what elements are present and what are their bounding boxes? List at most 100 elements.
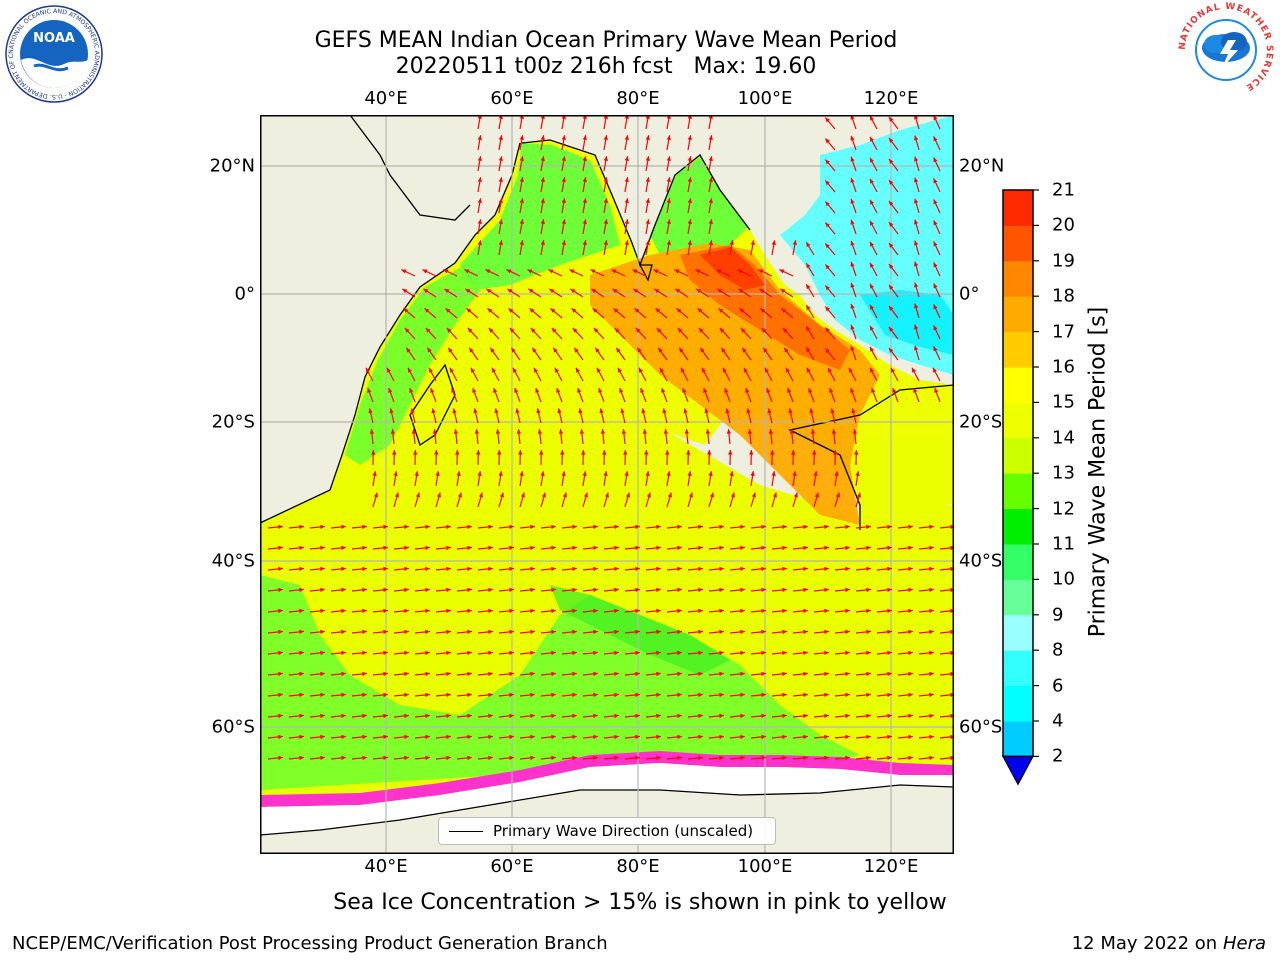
wave-direction-arrow [687,545,703,551]
wave-direction-arrow [834,692,850,698]
wave-direction-arrow [498,492,505,508]
colorbar-segment [1003,260,1033,297]
wave-direction-arrow [414,587,430,593]
wave-direction-arrow [267,755,283,761]
wave-direction-arrow [687,713,703,719]
wave-direction-arrow [911,367,920,382]
wave-direction-arrow [645,524,661,530]
wave-direction-arrow [393,471,398,487]
wave-direction-arrow [729,713,745,719]
wave-direction-arrow [876,545,892,551]
wave-direction-arrow [645,492,652,508]
wave-direction-arrow [636,347,647,361]
wave-direction-arrow [561,135,566,151]
wave-direction-arrow [434,449,439,466]
wave-direction-arrow [708,587,724,593]
chart-title: GEFS MEAN Indian Ocean Primary Wave Mean… [314,28,898,53]
wave-direction-arrow [855,734,871,740]
wave-direction-arrow [684,429,690,445]
wave-direction-arrow [812,449,817,466]
wave-direction-arrow [743,367,752,382]
southern-ocean-band [260,575,860,790]
wave-direction-arrow [456,566,472,572]
wave-direction-arrow [771,587,787,593]
wave-direction-arrow [914,345,920,361]
wave-direction-arrow [687,587,703,593]
wave-direction-arrow [855,492,862,508]
wave-direction-arrow [729,734,745,740]
wave-direction-arrow [372,713,388,719]
wave-direction-arrow [729,471,734,487]
wave-direction-arrow [933,283,941,298]
wave-direction-arrow [414,734,430,740]
wave-direction-arrow [393,587,409,593]
wave-direction-arrow [309,587,325,593]
wave-direction-arrow [759,288,773,298]
wave-direction-arrow [477,471,482,487]
wave-direction-arrow [540,524,556,530]
wave-direction-arrow [644,449,649,466]
wave-direction-arrow [491,367,500,382]
wave-direction-arrow [561,240,566,256]
wave-direction-arrow [561,492,568,508]
wave-direction-arrow [750,671,766,677]
wave-direction-arrow [876,671,892,677]
wave-direction-arrow [435,734,451,740]
wave-direction-arrow [708,629,724,635]
wave-direction-arrow [498,587,514,593]
wave-direction-arrow [624,492,631,508]
wave-direction-arrow [309,629,325,635]
wave-direction-arrow [582,608,598,614]
lat-label-right: 60°S [959,716,1003,738]
wave-direction-arrow [552,347,563,361]
colorbar-tick-label: 15 [1052,391,1075,413]
wave-direction-arrow [897,545,913,551]
run-date-text: 12 May 2022 on [1071,933,1218,954]
wave-direction-arrow [519,587,535,593]
wave-direction-arrow [423,288,437,298]
wave-direction-arrow [582,650,598,656]
wave-direction-arrow [746,408,752,424]
wave-direction-arrow [813,492,820,508]
wave-direction-arrow [724,387,731,403]
wave-direction-arrow [869,115,878,130]
wave-direction-arrow [750,524,766,530]
wave-direction-arrow [708,492,715,508]
wave-direction-arrow [309,734,325,740]
wave-direction-arrow [827,367,836,382]
wave-direction-arrow [666,629,682,635]
wave-direction-arrow [661,387,668,403]
wave-direction-arrow [621,429,627,445]
wave-direction-arrow [850,156,857,172]
wave-direction-arrow [855,524,871,530]
wave-direction-arrow [750,692,766,698]
wave-direction-arrow [535,387,542,403]
wave-direction-arrow [771,734,787,740]
wave-direction-arrow [834,545,850,551]
wave-direction-arrow [697,307,710,319]
wave-direction-arrow [783,347,794,361]
wave-direction-arrow [519,156,524,172]
wave-direction-arrow [729,566,745,572]
wave-direction-arrow [407,367,416,382]
wave-direction-arrow [682,387,689,403]
wave-direction-arrow [456,587,472,593]
wave-direction-arrow [351,587,367,593]
wave-direction-arrow [850,303,857,319]
wave-direction-arrows [267,115,954,761]
wave-direction-arrow [592,307,605,319]
lon-label-bottom: 80°E [616,856,660,877]
wave-direction-arrow [707,449,712,466]
wave-direction-arrow [611,269,626,277]
wave-direction-arrow [435,629,451,635]
wave-direction-arrow [554,367,563,382]
wave-direction-arrow [792,566,808,572]
wave-direction-arrow [758,269,773,277]
wave-direction-arrow [729,692,745,698]
wave-direction-arrow [330,650,346,656]
wave-direction-arrow [603,177,608,193]
wave-direction-arrow [792,755,808,761]
wave-direction-arrow [477,713,493,719]
colorbar-segment [1003,721,1033,757]
wave-direction-arrow [447,347,458,361]
